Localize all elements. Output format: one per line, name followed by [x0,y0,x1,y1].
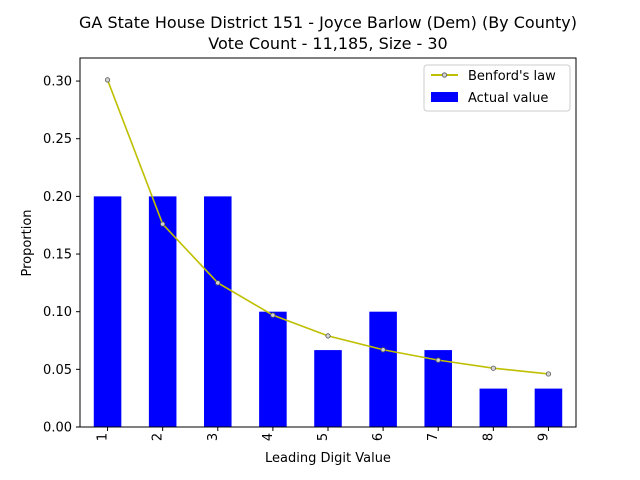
x-tick-label: 5 [316,433,331,441]
benford-point-1 [104,77,111,83]
benford-line-group [104,77,552,377]
legend-label-actual: Actual value [468,91,548,106]
benford-point-4 [270,312,276,318]
bar-3 [204,196,232,427]
x-tick-label: 7 [426,433,441,441]
benford-point-6 [380,347,386,353]
bar-9 [534,388,563,427]
legend-line-marker [441,72,448,78]
y-tick-label: 0.05 [43,363,72,378]
bar-6 [369,311,397,427]
legend-box [423,64,571,112]
benford-point-8 [490,365,496,371]
chart-title: GA State House District 151 - Joyce Barl… [79,13,577,32]
x-tick-label: 6 [371,433,386,441]
benford-point-2 [160,221,166,227]
bar-4 [259,311,287,427]
y-tick-label: 0.10 [43,305,72,320]
y-tick-label: 0.30 [43,75,72,90]
bar-7 [424,350,452,427]
y-tick-label: 0.15 [43,248,72,263]
x-axis-label: Leading Digit Value [265,451,391,466]
benford-point-9 [545,371,552,377]
plot-frame [79,57,577,428]
x-tick-label: 8 [481,433,496,441]
y-tick-label: 0.25 [43,132,72,147]
y-tick-label: 0.20 [43,190,72,205]
bar-1 [93,196,122,427]
chart-subtitle: Vote Count - 11,185, Size - 30 [208,34,447,53]
bar-8 [479,388,508,427]
benford-point-5 [325,333,331,339]
x-tick-label: 4 [261,433,276,441]
benford-point-7 [435,357,441,363]
x-tick-label: 2 [151,433,166,441]
legend-bar-swatch [431,92,458,102]
x-axis-ticks: 1 2 3 4 5 6 7 8 9 [96,427,551,441]
bar-2 [148,196,177,427]
legend: Benford's law Actual value [423,64,571,112]
legend-label-benford: Benford's law [468,69,556,84]
benford-point-3 [215,280,221,286]
y-axis-label: Proportion [20,209,35,276]
y-axis-ticks: 0.00 0.05 0.10 0.15 0.20 0.25 0.30 [43,75,80,436]
bar-5 [314,350,342,427]
x-tick-label: 9 [536,433,551,441]
y-tick-label: 0.00 [43,421,72,436]
x-tick-label: 1 [96,433,111,441]
x-tick-label: 3 [206,433,221,441]
bars-group [93,196,563,427]
